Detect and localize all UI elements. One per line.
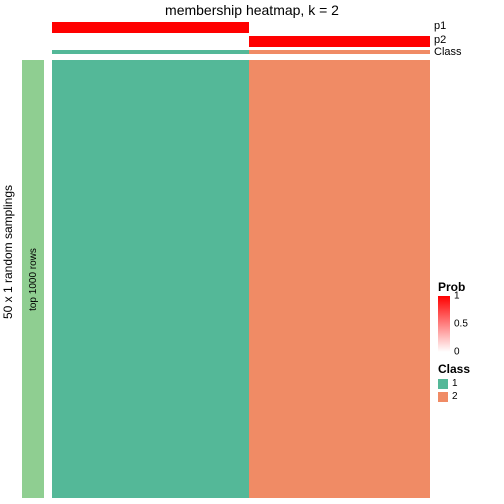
annotation-label-class: Class — [434, 46, 462, 58]
y-axis-label: 50 x 1 random samplings — [0, 0, 16, 504]
annotation-segment — [249, 22, 430, 33]
legend-class-label: 1 — [452, 378, 458, 389]
legend-class-item: 2 — [438, 391, 500, 402]
row-sidebar: top 1000 rows — [22, 60, 44, 498]
legend-prob-tick: 0.5 — [454, 319, 468, 330]
y-axis-label-text: 50 x 1 random samplings — [1, 185, 15, 319]
membership-heatmap: membership heatmap, k = 2 50 x 1 random … — [0, 0, 504, 504]
legend-class-items: 12 — [438, 378, 500, 402]
legend-prob-tick: 0 — [454, 347, 460, 358]
legend-class-title: Class — [438, 362, 500, 376]
annotation-segment — [52, 36, 249, 47]
annotation-segment — [52, 50, 249, 54]
legend-class-item: 1 — [438, 378, 500, 389]
row-sidebar-label: top 1000 rows — [28, 248, 39, 311]
heatmap-column — [249, 60, 430, 498]
legend-prob-tick: 1 — [454, 291, 460, 302]
annotation-segment — [52, 22, 249, 33]
heatmap-column — [52, 60, 249, 498]
chart-title: membership heatmap, k = 2 — [0, 2, 504, 18]
legend-prob-ticks: 10.50 — [450, 296, 484, 352]
annotation-row-p1 — [52, 22, 430, 33]
legend: Prob 10.50 Class 12 — [438, 280, 500, 402]
annotation-segment — [249, 50, 430, 54]
heatmap-body — [52, 60, 430, 498]
annotation-label-p2: p2 — [434, 34, 446, 46]
legend-class-label: 2 — [452, 391, 458, 402]
legend-class-swatch — [438, 392, 448, 402]
legend-prob-gradient — [438, 296, 450, 352]
legend-prob-title: Prob — [438, 280, 500, 294]
legend-prob-bar: 10.50 — [438, 296, 500, 352]
annotation-row-p2 — [52, 36, 430, 47]
annotation-segment — [249, 36, 430, 47]
column-annotations — [52, 22, 430, 57]
annotation-row-class — [52, 50, 430, 54]
legend-class-swatch — [438, 379, 448, 389]
annotation-label-p1: p1 — [434, 20, 446, 32]
